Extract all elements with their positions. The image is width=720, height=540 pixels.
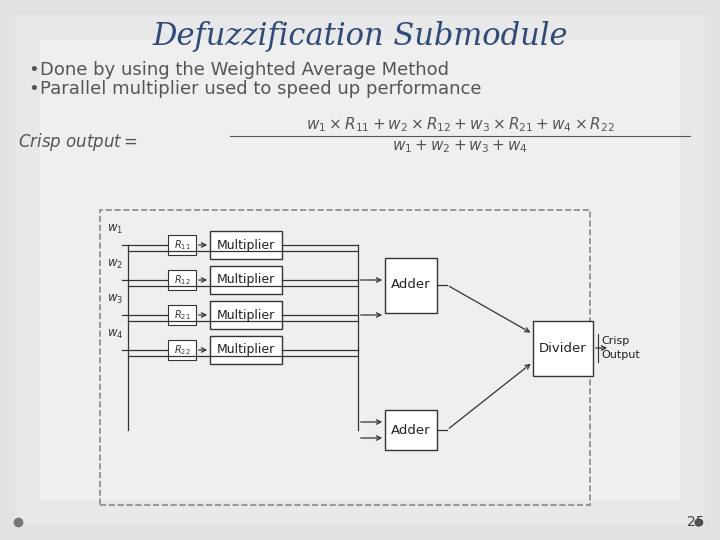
- Text: Parallel multiplier used to speed up performance: Parallel multiplier used to speed up per…: [40, 80, 482, 98]
- Bar: [210, 336, 282, 364]
- Bar: [168, 305, 196, 325]
- Text: $R_{21}$: $R_{21}$: [174, 308, 190, 322]
- Text: $w_2$: $w_2$: [107, 258, 123, 271]
- Text: $\mathit{Crisp\ output} =$: $\mathit{Crisp\ output} =$: [18, 131, 138, 153]
- Text: $R_{11}$: $R_{11}$: [174, 238, 190, 252]
- Bar: [210, 301, 282, 329]
- Text: $w_4$: $w_4$: [107, 328, 123, 341]
- Text: $R_{22}$: $R_{22}$: [174, 343, 190, 357]
- Bar: [168, 340, 196, 360]
- Bar: [30, 30, 690, 510]
- Text: Adder: Adder: [391, 423, 431, 436]
- Text: Done by using the Weighted Average Method: Done by using the Weighted Average Metho…: [40, 61, 449, 79]
- Bar: [32, 32, 688, 508]
- Text: 25: 25: [688, 515, 705, 529]
- Text: Output: Output: [601, 350, 640, 360]
- Bar: [168, 235, 196, 255]
- Text: Multiplier: Multiplier: [217, 343, 275, 356]
- Text: Multiplier: Multiplier: [217, 239, 275, 252]
- Text: Multiplier: Multiplier: [217, 273, 275, 287]
- Bar: [100, 210, 590, 505]
- Text: Adder: Adder: [391, 279, 431, 292]
- Text: $w_1 + w_2 + w_3 + w_4$: $w_1 + w_2 + w_3 + w_4$: [392, 139, 528, 156]
- Text: •: •: [28, 80, 39, 98]
- Bar: [385, 258, 437, 313]
- Bar: [210, 266, 282, 294]
- Bar: [168, 270, 196, 290]
- Bar: [34, 34, 686, 506]
- Text: Crisp: Crisp: [601, 336, 629, 346]
- Text: $w_1 \times R_{11} + w_2 \times R_{12} + w_3 \times R_{21} + w_4 \times R_{22}$: $w_1 \times R_{11} + w_2 \times R_{12} +…: [305, 116, 614, 134]
- Bar: [210, 231, 282, 259]
- Bar: [533, 321, 593, 375]
- Text: Multiplier: Multiplier: [217, 308, 275, 321]
- Text: $R_{12}$: $R_{12}$: [174, 273, 190, 287]
- Bar: [40, 40, 680, 500]
- Text: •: •: [28, 61, 39, 79]
- Text: $w_3$: $w_3$: [107, 293, 123, 306]
- Bar: [36, 36, 684, 504]
- Text: $w_1$: $w_1$: [107, 223, 123, 236]
- Bar: [385, 410, 437, 450]
- Bar: [28, 28, 692, 512]
- Bar: [38, 38, 682, 502]
- Text: Divider: Divider: [539, 341, 587, 354]
- Text: Defuzzification Submodule: Defuzzification Submodule: [152, 22, 568, 52]
